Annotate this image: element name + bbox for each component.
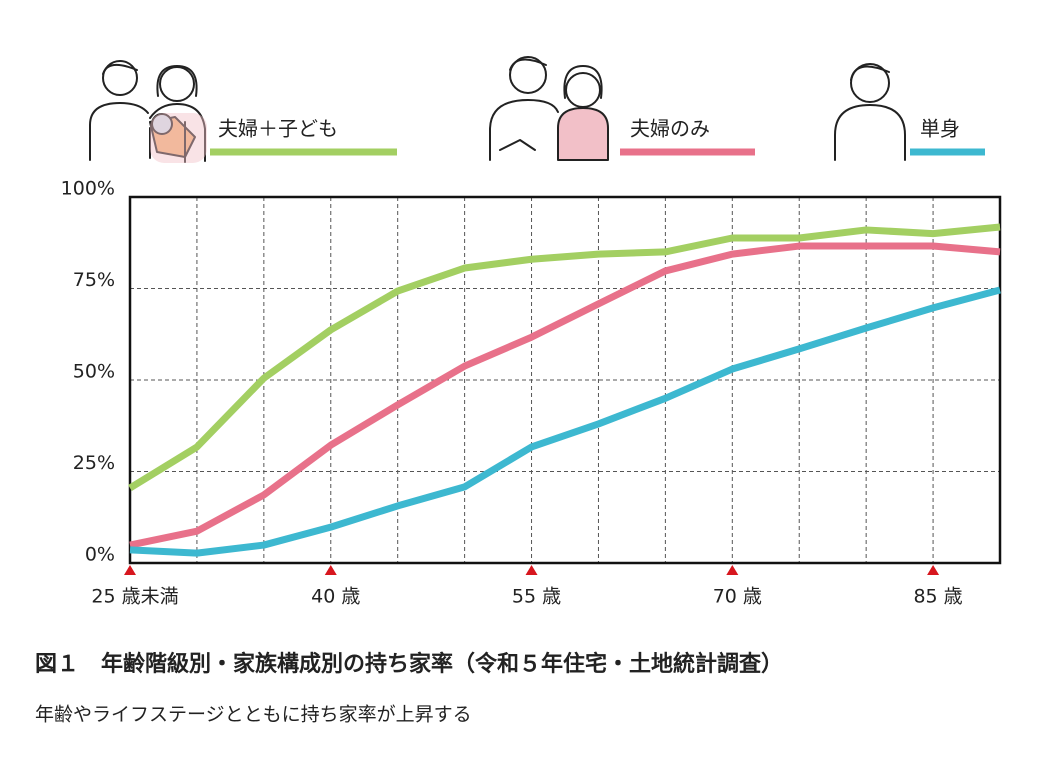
series-line	[128, 223, 1001, 491]
y-tick-label: 50%	[73, 361, 115, 383]
legend-label: 夫婦＋子ども	[218, 117, 338, 141]
x-tick-marker	[726, 565, 739, 575]
x-tick-marker	[525, 565, 538, 575]
x-tick-label: 55 歳	[512, 586, 561, 608]
plot-frame	[128, 195, 1002, 565]
x-tick-label: 25 歳未満	[91, 586, 178, 608]
icon-single	[834, 63, 906, 161]
icon-couple	[489, 56, 609, 161]
x-tick-label: 70 歳	[713, 586, 762, 608]
x-tick-label: 85 歳	[913, 586, 962, 608]
legend-label: 夫婦のみ	[630, 117, 710, 141]
x-tick-marker	[324, 565, 337, 575]
chart-title: 図１ 年齢階級別・家族構成別の持ち家率（令和５年住宅・土地統計調査）	[35, 651, 783, 677]
y-tick-label: 25%	[73, 452, 115, 474]
chart-subtitle: 年齢やライフステージとともに持ち家率が上昇する	[35, 704, 472, 726]
x-tick-marker	[124, 565, 136, 575]
series-line	[129, 286, 1001, 557]
y-tick-label: 0%	[85, 544, 115, 566]
y-tick-label: 100%	[61, 178, 115, 200]
x-tick-label: 40 歳	[311, 586, 360, 608]
y-tick-label: 75%	[73, 269, 115, 291]
icon-family-child	[89, 60, 207, 163]
legend-label: 単身	[920, 117, 960, 141]
series-line	[129, 242, 1001, 549]
x-tick-marker	[927, 565, 940, 575]
